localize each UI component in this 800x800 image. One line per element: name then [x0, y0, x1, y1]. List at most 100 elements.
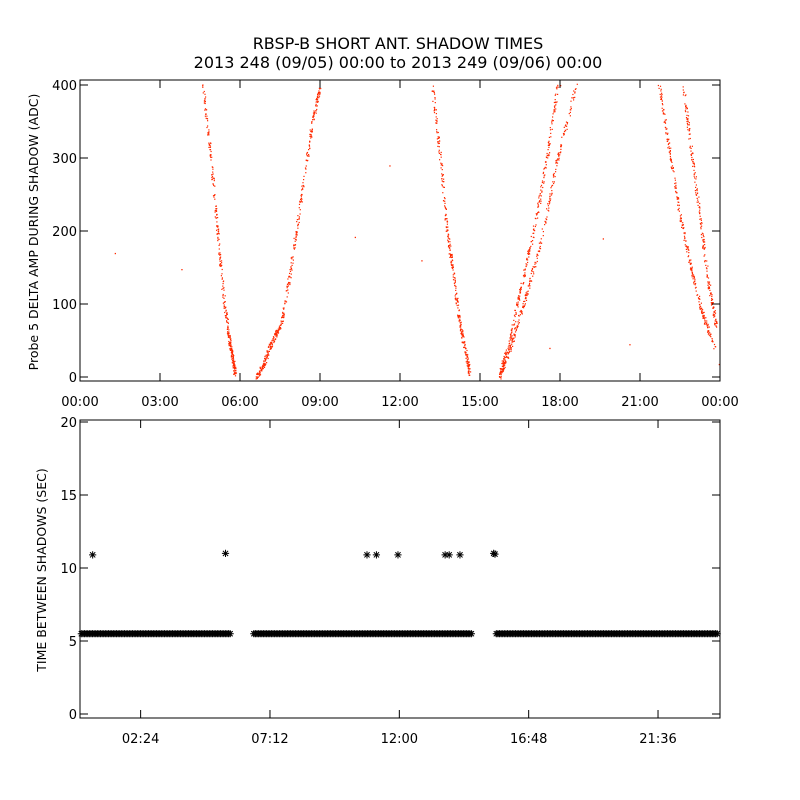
top-data-point [516, 302, 518, 304]
top-data-point [210, 156, 212, 158]
top-y-axis-label: Probe 5 DELTA AMP DURING SHADOW (ADC) [26, 94, 41, 371]
top-data-point [515, 311, 517, 314]
top-data-point [232, 356, 234, 358]
top-data-point [690, 259, 692, 261]
top-data-point [523, 307, 525, 309]
top-data-point [554, 105, 556, 107]
top-data-point [464, 346, 466, 348]
top-data-point [529, 247, 531, 249]
top-data-point [470, 371, 472, 373]
top-data-point [457, 304, 460, 306]
title-line-2: 2013 248 (09/05) 00:00 to 2013 249 (09/0… [194, 53, 603, 72]
top-data-point [683, 235, 686, 237]
top-data-point [702, 312, 704, 314]
top-data-point [290, 273, 292, 275]
top-data-point [686, 118, 688, 120]
top-data-point [548, 143, 551, 145]
top-data-point [263, 364, 265, 366]
top-data-point [457, 316, 459, 318]
top-data-point [666, 133, 669, 135]
top-data-point [256, 373, 258, 375]
top-data-point [441, 184, 443, 186]
top-data-point [687, 115, 690, 117]
top-data-point [277, 330, 279, 332]
top-data-point [270, 348, 272, 350]
top-data-point [227, 335, 229, 337]
top-data-point [689, 263, 691, 265]
top-data-point [694, 172, 696, 174]
top-data-point [274, 334, 276, 336]
top-data-point [539, 248, 542, 250]
top-data-point [272, 336, 275, 338]
top-data-point [500, 371, 502, 373]
top-data-point [707, 330, 709, 332]
top-data-point [466, 356, 468, 358]
top-data-point [231, 351, 233, 353]
top-data-point [560, 151, 562, 153]
top-data-point [294, 240, 296, 242]
top-data-point [440, 151, 442, 153]
top-data-point [515, 328, 518, 330]
top-data-point [690, 267, 692, 269]
top-data-point [661, 103, 663, 105]
top-data-point [547, 205, 549, 207]
top-data-point [444, 198, 446, 200]
top-data-point [687, 129, 689, 131]
top-data-point [437, 131, 439, 134]
top-data-point [233, 367, 235, 369]
top-data-point [219, 263, 221, 266]
top-data-point [555, 108, 557, 110]
top-data-point [227, 334, 229, 336]
top-data-point [457, 301, 459, 303]
top-data-point [710, 336, 712, 338]
top-data-point [553, 101, 555, 104]
top-data-point [564, 129, 566, 131]
top-data-point [707, 282, 709, 284]
top-data-point [690, 154, 692, 156]
top-data-point [269, 344, 271, 346]
top-data-point [528, 249, 530, 251]
top-data-point [669, 155, 671, 158]
top-data-point [534, 266, 536, 268]
top-data-point [442, 165, 444, 167]
top-data-point [302, 188, 304, 190]
top-data-point [294, 247, 296, 249]
bottom-data-point [713, 630, 721, 638]
top-data-point [669, 153, 671, 155]
top-data-point [287, 292, 289, 294]
top-data-point [564, 125, 566, 127]
top-data-point [687, 117, 689, 120]
top-data-point [226, 328, 228, 330]
top-data-point [516, 325, 518, 327]
top-data-point [500, 378, 502, 380]
top-data-point [712, 340, 714, 343]
top-data-point [525, 296, 527, 298]
top-data-point [544, 166, 546, 168]
top-data-point [232, 361, 235, 363]
top-data-point [517, 301, 519, 303]
top-data-point [660, 90, 662, 92]
bottom-outlier-point [89, 551, 97, 559]
top-data-point [501, 365, 503, 367]
top-data-point [694, 278, 696, 280]
top-data-point [300, 194, 302, 196]
top-data-point [454, 280, 456, 282]
top-data-point [692, 158, 694, 161]
top-data-point [454, 285, 456, 287]
top-data-point [691, 153, 693, 155]
top-data-point [279, 326, 282, 329]
top-data-point [675, 190, 677, 192]
top-data-point [714, 314, 716, 316]
top-data-point [549, 129, 552, 131]
top-data-point [688, 138, 690, 140]
top-data-point [456, 299, 458, 301]
top-data-point [667, 147, 669, 149]
top-data-point [503, 358, 505, 360]
top-data-point [517, 298, 519, 300]
top-data-point [682, 224, 684, 226]
top-data-point [206, 115, 208, 117]
top-data-point [219, 254, 221, 256]
top-data-point [230, 347, 232, 349]
top-data-point [695, 286, 697, 288]
top-data-point [539, 193, 541, 195]
